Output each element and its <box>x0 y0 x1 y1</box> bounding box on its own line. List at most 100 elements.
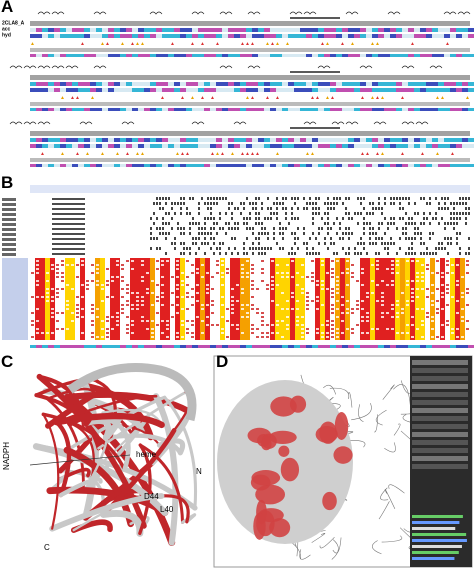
residue <box>361 268 364 270</box>
property-bar <box>204 88 210 92</box>
property-bar <box>126 108 132 111</box>
residue <box>461 320 464 322</box>
property-bar <box>186 108 192 111</box>
residue <box>251 296 254 298</box>
row-label: hyd <box>2 32 11 38</box>
residue <box>91 336 94 338</box>
property-bar <box>192 28 198 32</box>
residue <box>429 202 431 205</box>
residue <box>56 288 59 290</box>
residue <box>297 247 299 250</box>
residue <box>66 284 69 286</box>
property-bar <box>258 34 264 38</box>
property-bar <box>354 144 360 148</box>
residue <box>81 284 84 286</box>
property-bar <box>234 345 240 348</box>
residue <box>321 336 324 338</box>
residue <box>316 328 319 330</box>
property-bar <box>462 108 468 111</box>
residue <box>234 237 236 240</box>
residue <box>431 316 434 318</box>
residue <box>176 312 179 314</box>
property-bar <box>180 28 186 32</box>
property-bar <box>294 108 300 111</box>
marker: ▲ <box>90 95 95 101</box>
property-bar <box>336 88 342 92</box>
residue <box>294 242 296 245</box>
property-bar <box>60 88 66 92</box>
property-bar <box>162 54 168 57</box>
residue <box>56 276 59 278</box>
sequence-row <box>30 21 470 26</box>
residue <box>456 312 459 314</box>
residue <box>91 312 94 314</box>
conservation-column <box>385 258 390 340</box>
residue <box>318 252 320 255</box>
residue <box>195 252 197 255</box>
secondary-structure <box>37 65 51 69</box>
secondary-structure <box>401 121 415 125</box>
residue <box>231 308 234 310</box>
residue <box>66 300 69 302</box>
property-bar <box>444 164 450 167</box>
residue <box>56 320 59 322</box>
residue <box>261 316 264 318</box>
marker: ▲ <box>380 95 385 101</box>
residue <box>309 202 311 205</box>
property-bar <box>138 144 144 148</box>
property-bar <box>90 164 96 167</box>
property-bar <box>114 54 120 57</box>
residue <box>126 260 129 262</box>
residue <box>246 276 249 278</box>
property-bar <box>162 345 168 348</box>
residue <box>136 296 139 298</box>
conservation-column <box>415 258 420 340</box>
residue <box>342 217 344 220</box>
property-bar <box>396 34 402 38</box>
property-bar <box>168 345 174 348</box>
property-bar <box>390 144 396 148</box>
residue <box>51 288 54 290</box>
residue <box>312 212 314 215</box>
conservation-column <box>100 258 105 340</box>
property-bar <box>132 34 138 38</box>
residue <box>411 260 414 262</box>
property-bar <box>156 28 162 32</box>
ribbon <box>41 412 127 472</box>
residue <box>176 276 179 278</box>
residue <box>36 268 39 270</box>
residue <box>150 217 152 220</box>
property-bar <box>192 144 198 148</box>
residue <box>61 264 64 266</box>
property-bar <box>306 108 312 111</box>
property-bar <box>450 144 456 148</box>
property-bar <box>54 345 60 348</box>
residue <box>366 320 369 322</box>
residue <box>276 212 278 215</box>
residue <box>258 242 260 245</box>
property-bar <box>96 82 102 86</box>
property-bar <box>468 88 474 92</box>
property-bar <box>408 54 414 57</box>
property-bar <box>294 54 300 57</box>
residue <box>294 232 296 235</box>
residue <box>405 252 407 255</box>
residue <box>456 328 459 330</box>
residue <box>255 202 257 205</box>
residue <box>346 272 349 274</box>
property-bar <box>258 138 264 142</box>
property-bar <box>240 138 246 142</box>
property-bar <box>330 28 336 32</box>
residue <box>192 242 194 245</box>
residue <box>166 328 169 330</box>
residue <box>206 304 209 306</box>
conservation-column <box>335 258 340 340</box>
residue <box>261 332 264 334</box>
residue <box>456 217 458 220</box>
residue <box>267 232 269 235</box>
property-bar <box>414 54 420 57</box>
residue <box>219 227 221 230</box>
residue <box>76 316 79 318</box>
residue <box>126 304 129 306</box>
secondary-structure <box>121 121 135 125</box>
